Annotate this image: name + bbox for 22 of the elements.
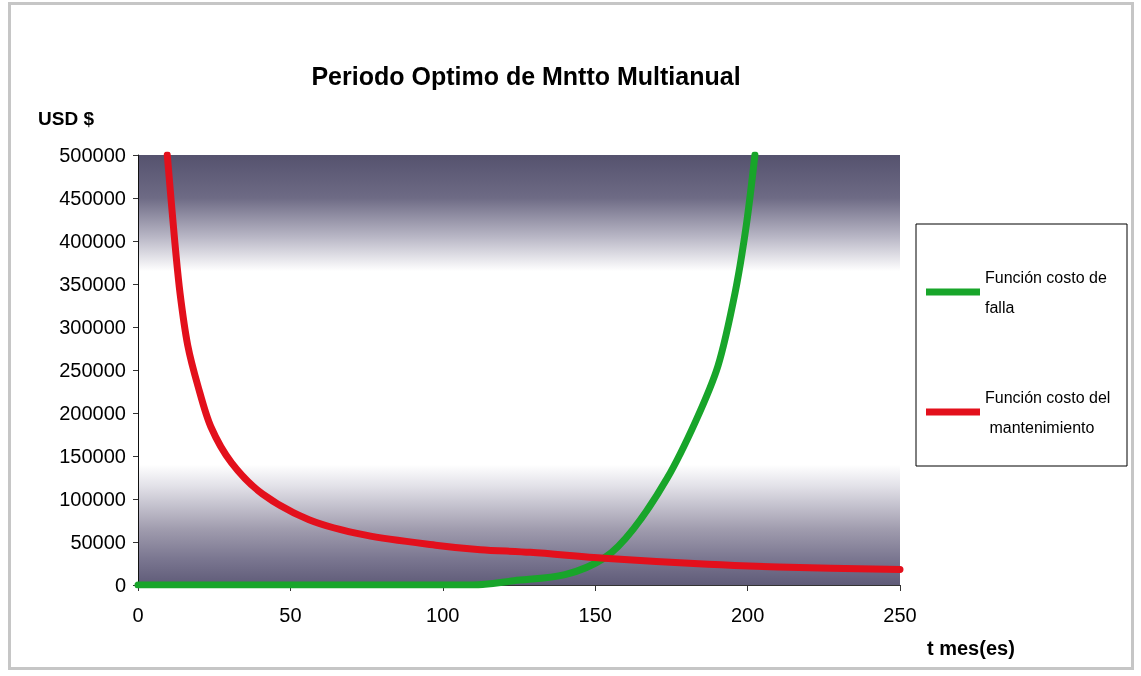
y-tick-label: 300000 [59, 316, 126, 338]
x-axis-title: t mes(es) [927, 637, 1015, 659]
x-tick-label: 200 [730, 604, 765, 626]
y-tick-label: 200000 [59, 402, 126, 424]
y-tick-label: 100000 [59, 488, 126, 510]
x-tick-label: 100 [426, 604, 460, 626]
x-tick-label: 50 [279, 604, 302, 626]
legend-label: Función costo del mantenimiento [985, 388, 1111, 436]
y-tick-label: 250000 [59, 359, 126, 381]
y-tick-label: 150000 [59, 445, 126, 467]
x-tick-label: 150 [578, 604, 612, 626]
y-tick-label: 0 [114, 574, 126, 596]
y-tick-label: 400000 [59, 230, 126, 252]
y-axis-title: USD $ [38, 107, 95, 129]
y-tick-label: 50000 [70, 531, 126, 553]
y-tick-label: 450000 [59, 187, 126, 209]
legend-label: Función costo de falla [985, 268, 1112, 316]
x-tick-label: 0 [132, 604, 144, 626]
y-tick-label: 500000 [59, 144, 126, 166]
x-tick-label: 250 [883, 604, 917, 626]
chart-title: Periodo Optimo de Mntto Multianual [311, 61, 741, 90]
y-tick-label: 350000 [59, 273, 126, 295]
